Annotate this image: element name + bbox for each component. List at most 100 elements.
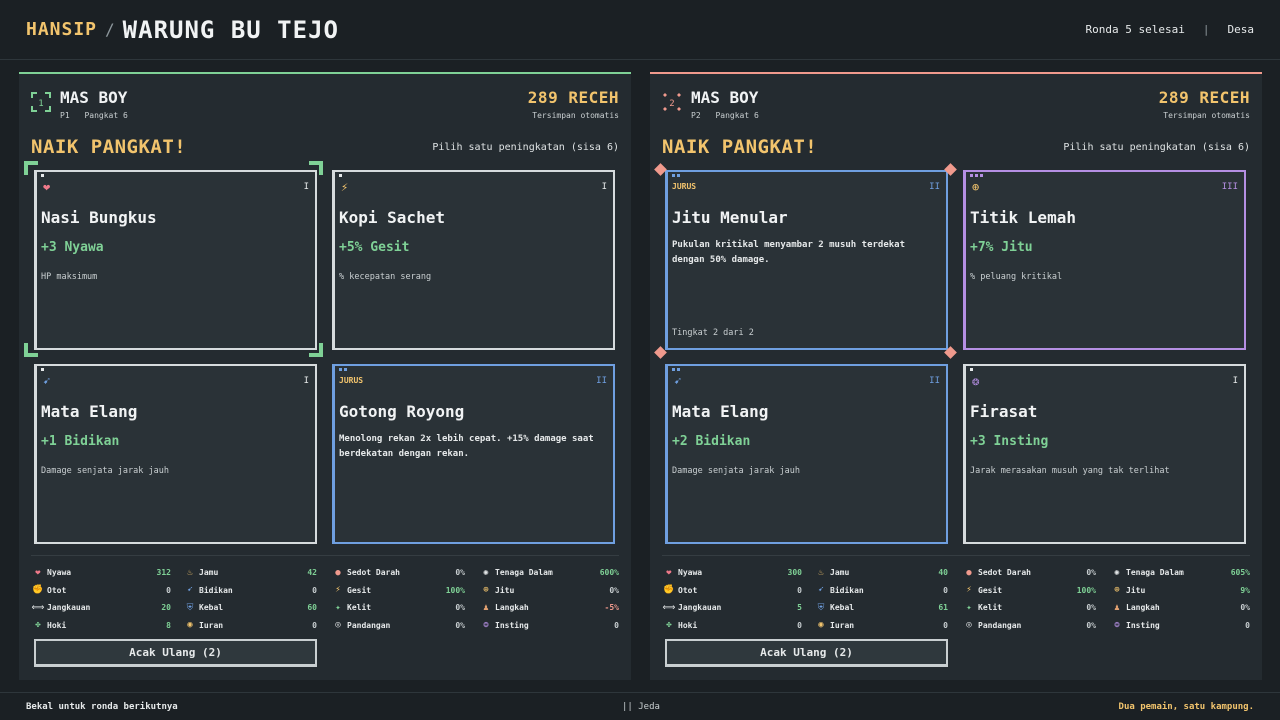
stat-row: ⊕ Jitu 9% [1110,582,1250,600]
player-meta: P2 Pangkat 6 [691,111,769,120]
stat-label: Jitu [495,585,515,595]
stat-row: ❂ Insting 0 [479,617,619,635]
instinct-icon: ❂ [1114,620,1120,631]
card-tier: I [303,182,309,192]
stat-value: 0% [1240,603,1250,613]
stat-label: Otot [678,585,698,595]
status-divider: | [1202,23,1210,36]
upgrade-card-jurus[interactable]: JURUS II Gotong Royong Menolong rekan 2x… [332,364,615,544]
stat-value: 100% [1076,585,1096,595]
selection-bracket [309,343,323,357]
footer-tagline: Dua pemain, satu kampung. [1118,701,1254,712]
stat-value: 9% [1240,585,1250,595]
player-1-badge-icon: 1 [31,92,51,112]
card-description: Damage senjata jarak jauh [672,466,800,476]
coin-balance: 289 RECEH [527,88,619,107]
round-status: Ronda 5 selesai | Desa [1086,23,1254,36]
autosave-status: Tersimpan otomatis [532,111,619,120]
player-2-badge-icon: 2 [663,93,681,111]
stat-label: Pandangan [347,620,391,630]
jurus-tag: JURUS [672,182,697,191]
clover-icon: ✤ [35,620,41,631]
reroll-button[interactable]: Acak Ulang (2) [665,639,948,667]
stat-label: Pandangan [978,620,1022,630]
coin-icon: ◉ [818,620,824,631]
stats-column: ❤ Nyawa 300 ✊ Otot 0 ⟺ Jangkauan 5 ✤ Hoki 0 [662,564,802,634]
pick-hint: Pilih satu peningkatan (sisa 6) [432,142,619,153]
stats-grid: ❤ Nyawa 312 ✊ Otot 0 ⟺ Jangkauan 20 ✤ Hoki 8 ♨ Ja… [31,555,619,630]
stat-row: ⛨ Kebal 61 [814,599,948,617]
stat-value: 0 [797,585,802,595]
lightning-icon: ⚡ [966,585,972,596]
stat-value: 0% [455,620,465,630]
rarity-dots [339,368,347,371]
lightning-icon: ⚡ [335,585,341,596]
card-tier: I [601,182,607,192]
card-description: % peluang kritikal [970,272,1063,282]
stat-value: 42 [307,568,317,578]
stat-row: ✺ Tenaga Dalam 600% [479,564,619,582]
stat-row: ❂ Insting 0 [1110,617,1250,635]
pause-button[interactable]: || Jeda [622,701,660,712]
card-stat: +1 Bidikan [41,434,120,449]
player-header: 1 MAS BOY P1 Pangkat 6 289 RECEH Tersimp… [31,88,619,128]
upgrade-card[interactable]: ⚡ I Kopi Sachet +5% Gesit % kecepatan se… [332,170,615,350]
upgrade-card[interactable]: ➹ I Mata Elang +1 Bidikan Damage senjata… [34,364,317,544]
stat-row: ⛨ Kebal 60 [183,599,317,617]
stat-row: ❤ Nyawa 312 [31,564,171,582]
selection-bracket [24,343,38,357]
stat-value: 605% [1230,568,1250,578]
crosshair-icon: ⊕ [483,585,489,596]
rarity-dots [41,174,44,177]
card-stat: +2 Bidikan [672,434,751,449]
muscle-icon: ✊ [663,585,675,596]
stat-label: Langkah [495,603,529,613]
player-1-panel: 1 MAS BOY P1 Pangkat 6 289 RECEH Tersimp… [19,72,631,680]
card-tier: II [929,376,940,386]
stat-row: ✊ Otot 0 [662,582,802,600]
stat-value: 600% [599,568,619,578]
upgrade-card[interactable]: ❤ I Nasi Bungkus +3 Nyawa HP maksimum [34,170,317,350]
stat-label: Tenaga Dalam [1126,568,1184,578]
boot-icon: ♟ [1114,602,1120,613]
stat-value: 0 [943,585,948,595]
player-header: 2 MAS BOY P2 Pangkat 6 289 RECEH Tersimp… [662,88,1250,128]
pick-hint: Pilih satu peningkatan (sisa 6) [1063,142,1250,153]
svg-text:2: 2 [669,99,674,109]
rarity-dots [970,174,983,177]
card-body: Pukulan kritikal menyambar 2 musuh terde… [672,240,905,265]
stat-label: Insting [495,620,529,630]
stat-row: ◎ Pandangan 0% [331,617,465,635]
blood-drop-icon: ● [335,567,341,578]
stat-value: 8 [166,620,171,630]
rarity-dots [672,174,680,177]
arrow-icon: ➹ [187,585,193,596]
card-title: Mata Elang [41,402,138,421]
arrow-icon: ➹ [674,374,682,388]
instinct-icon: ❂ [972,374,980,388]
upgrade-card-jurus[interactable]: JURUS II Jitu Menular Pukulan kritikal m… [665,170,948,350]
stat-label: Sedot Darah [347,568,400,578]
player-rank: Pangkat 6 [84,111,128,120]
reroll-button[interactable]: Acak Ulang (2) [34,639,317,667]
stat-label: Iuran [830,620,855,630]
stat-value: 0 [943,620,948,630]
coin-icon: ◉ [187,620,193,631]
upgrade-card[interactable]: ❂ I Firasat +3 Insting Jarak merasakan m… [963,364,1246,544]
potion-icon: ♨ [818,567,824,578]
stat-row: ❤ Nyawa 300 [662,564,802,582]
upgrade-card[interactable]: ➹ II Mata Elang +2 Bidikan Damage senjat… [665,364,948,544]
svg-text:1: 1 [38,99,43,109]
stat-value: 60 [307,603,317,613]
stat-label: Jamu [199,568,219,578]
stat-label: Langkah [1126,603,1160,613]
stat-row: ◉ Iuran 0 [183,617,317,635]
stats-column: ❤ Nyawa 312 ✊ Otot 0 ⟺ Jangkauan 20 ✤ Hoki 8 [31,564,171,634]
stat-label: Sedot Darah [978,568,1031,578]
player-name: MAS BOY [60,88,128,107]
stat-value: 0 [312,620,317,630]
autosave-status: Tersimpan otomatis [1163,111,1250,120]
card-stat: +3 Nyawa [41,240,104,255]
stats-column: ✺ Tenaga Dalam 600% ⊕ Jitu 0% ♟ Langkah -5% ❂ I… [479,564,619,634]
upgrade-card[interactable]: ⊕ III Titik Lemah +7% Jitu % peluang kri… [963,170,1246,350]
